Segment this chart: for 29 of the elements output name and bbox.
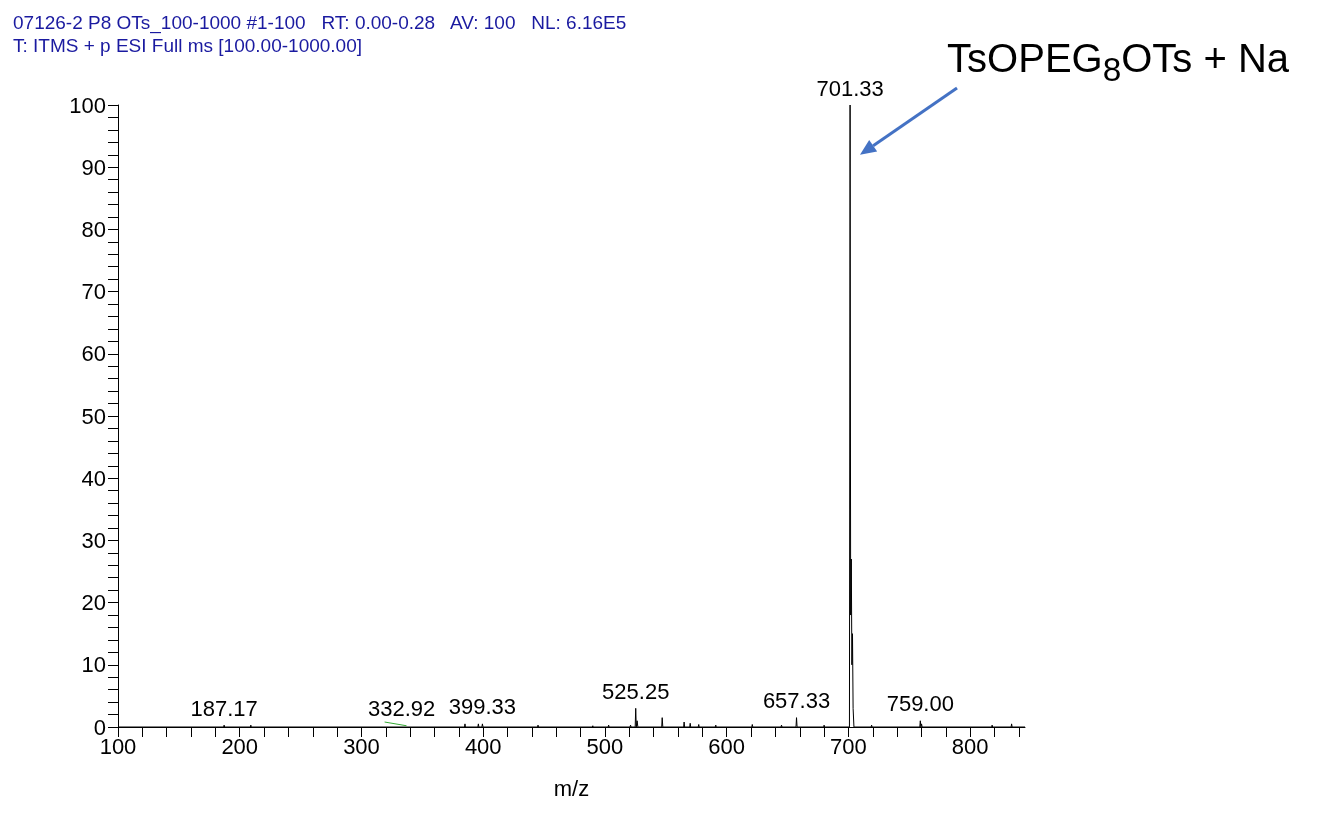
annotation: TsOPEG$_{8}$OTs + Na: [947, 36, 1290, 89]
y-tick-label: 10: [81, 652, 106, 678]
annotation: 657.33: [762, 688, 831, 714]
annotation: 525.25: [602, 678, 670, 704]
y-tick-label: 40: [81, 465, 106, 491]
annotation: 701.33: [816, 75, 884, 101]
annotation: 332.92: [367, 695, 436, 721]
y-tick-label: 30: [81, 527, 106, 553]
y-tick-label: 20: [81, 590, 106, 616]
x-tick-label: 600: [708, 733, 746, 759]
x-tick-label: 200: [221, 733, 259, 759]
annotation: 187.17: [190, 695, 258, 721]
x-tick-label: 400: [464, 733, 502, 759]
x-tick-label: 300: [343, 733, 380, 759]
annotation: 399.33: [448, 694, 517, 720]
chart-title: 07126-2 P8 OTs_100-1000 #1-100 RT: 0.00-0.28 AV: 100 NL: 6.16E5: [13, 12, 627, 34]
y-tick-label: 70: [81, 279, 106, 305]
y-tick-label: 0: [93, 714, 106, 740]
y-tick-label: 100: [69, 92, 106, 118]
y-tick-label: 60: [81, 341, 106, 367]
y-tick-label: 90: [81, 154, 106, 180]
y-tick-label: 80: [81, 216, 106, 242]
x-tick-label: 500: [586, 733, 624, 759]
y-tick-label: 50: [81, 403, 106, 429]
annotation: 759.00: [886, 691, 954, 717]
x-tick-label: 700: [830, 733, 867, 759]
chart-subtitle: T: ITMS + p ESI Full ms [100.00-1000.00]: [13, 35, 363, 56]
x-tick-label: 800: [951, 733, 989, 759]
x-axis-title: m/z: [553, 775, 590, 801]
